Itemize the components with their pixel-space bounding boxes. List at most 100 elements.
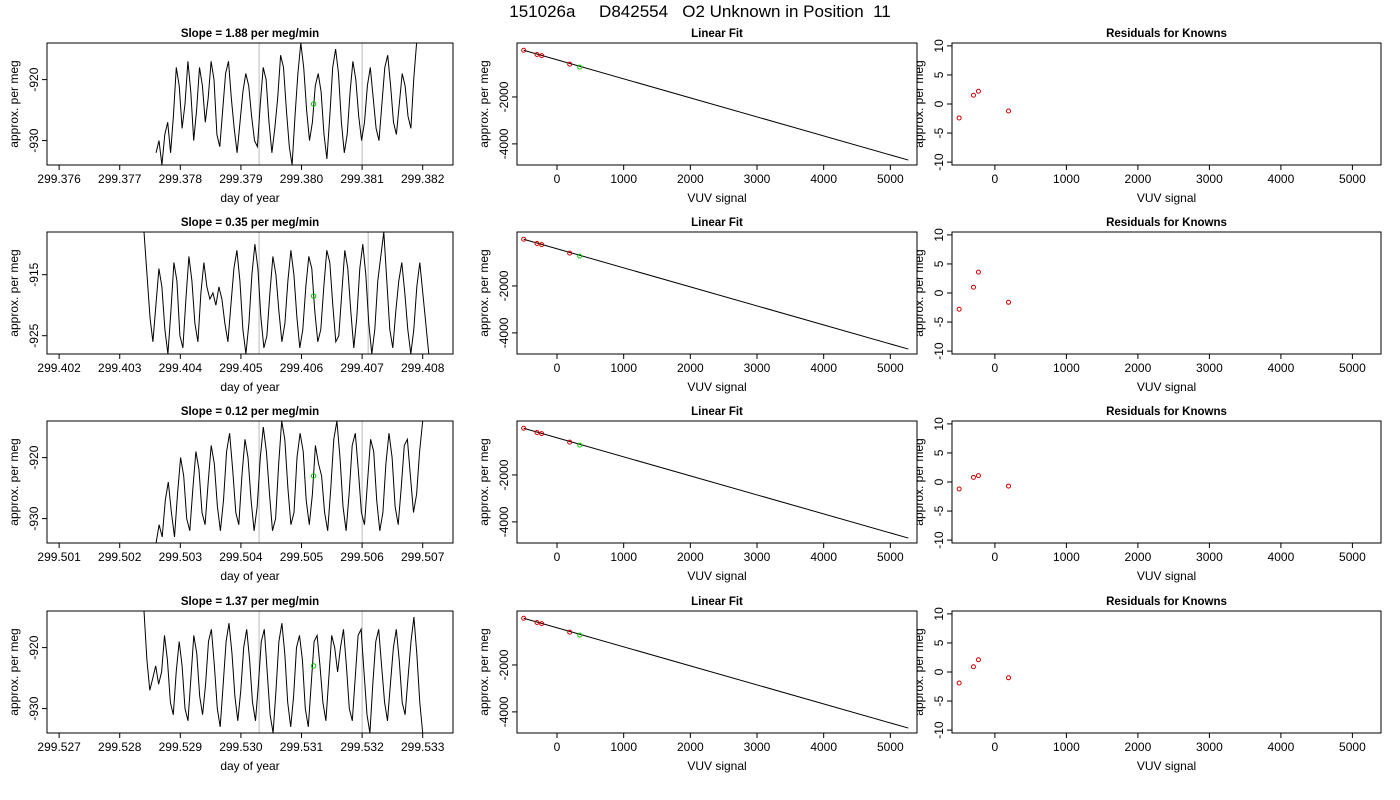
fit-r4-xtick-label: 5000 [877,740,904,754]
fit-r4-ytick-label: -2000 [497,649,511,680]
fit-r2-ytick-label: -2000 [497,270,511,301]
resid-r3-residual-point [975,473,981,479]
resid-r4-ytick-label: 5 [932,639,946,646]
fit-r2-known-point [521,236,527,242]
resid-r4-xtick-label: 1000 [1053,740,1080,754]
time-r2-ytick-label: -925 [27,323,41,347]
resid-r3-ytick-label: 10 [932,417,946,431]
resid-r4-residual-point [975,657,981,663]
resid-r1-residual-point [1005,108,1011,114]
time-r2-xtick-label: 299.404 [159,361,203,375]
time-r4-xtick-label: 299.530 [219,740,263,754]
time-r3-frame [46,420,454,544]
resid-r2-frame [951,231,1382,355]
fit-r3-xlabel: VUV signal [687,569,746,583]
time-r3-unknown-point [310,473,317,479]
fit-r1-frame [516,42,918,166]
resid-r4-ylabel: approx. per meg [912,628,926,715]
time-r2-frame [46,231,454,355]
time-r1-xtick-label: 299.380 [280,172,324,186]
time-r2-xtick-label: 299.403 [98,361,142,375]
resid-r4-xtick-label: 5000 [1339,740,1366,754]
fit-r3-xtick-label: 5000 [877,550,904,564]
fit-r4-known-point [534,619,540,625]
resid-r4-xtick-label: 4000 [1268,740,1295,754]
resid-r1-residual-point [975,88,981,94]
resid-r4-title: Residuals for Knowns [1106,596,1227,608]
time-r2-xtick-label: 299.408 [401,361,445,375]
time-r1-frame [46,42,454,166]
fit-r3-unknown-point [577,442,583,448]
time-r3-xtick-label: 299.505 [280,550,324,564]
time-r1-xtick-label: 299.379 [219,172,263,186]
resid-r2-ylabel: approx. per meg [912,249,926,336]
fit-r2-ylabel: approx. per meg [477,249,491,336]
resid-r2-xtick-label: 5000 [1339,361,1366,375]
fit-r3-known-point [539,431,545,437]
fit-r1-xtick-label: 2000 [677,172,704,186]
time-r3-ytick-label: -930 [27,506,41,530]
resid-r2-xtick-label: 4000 [1268,361,1295,375]
resid-r1-xlabel: VUV signal [1137,191,1196,205]
fit-r4-unknown-point [577,632,583,638]
resid-r2-xtick-label: 3000 [1196,361,1223,375]
time-r3-xtick-label: 299.501 [37,550,81,564]
fit-r1-xtick-label: 0 [554,172,561,186]
resid-r4-xtick-label: 0 [992,740,999,754]
time-r4-xtick-label: 299.532 [340,740,384,754]
fit-r4-xtick-label: 1000 [610,740,637,754]
fit-r3-title: Linear Fit [691,406,743,418]
time-r3-xtick-label: 299.503 [159,550,203,564]
resid-r2-residual-point [1005,299,1011,305]
fit-r1-ytick-label: -2000 [497,81,511,112]
fit-r2-unknown-point [577,253,583,259]
resid-r3-title: Residuals for Knowns [1106,406,1227,418]
fit-r4-xlabel: VUV signal [687,759,746,773]
fit-r2-xtick-label: 1000 [610,361,637,375]
time-r1-xlabel: day of year [220,191,279,205]
time-r4-title: Slope = 1.37 per meg/min [181,596,319,608]
time-r2-xlabel: day of year [220,380,279,394]
resid-r4-frame [951,610,1382,734]
resid-r1-xtick-label: 1000 [1053,172,1080,186]
fit-r3-ylabel: approx. per meg [477,438,491,525]
resid-r4-ytick-label: -5 [932,695,946,706]
time-r2-xtick-label: 299.407 [340,361,384,375]
resid-r2-residual-point [956,306,962,312]
resid-r1-frame [951,42,1382,166]
resid-r1-xtick-label: 5000 [1339,172,1366,186]
resid-r2-residual-point [975,269,981,275]
resid-r3-ytick-label: -5 [932,505,946,516]
time-r3-xtick-label: 299.502 [98,550,142,564]
resid-r3-xtick-label: 0 [992,550,999,564]
resid-r2-ytick-label: -10 [932,342,946,360]
time-r4-xtick-label: 299.529 [159,740,203,754]
time-r1-unknown-point [310,101,317,107]
time-r4-ytick-label: -920 [27,635,41,659]
resid-r3-residual-point [956,486,962,492]
resid-r1-residual-point [956,115,962,121]
fit-r2-fit-line [523,238,909,350]
resid-r1-ytick-label: 10 [932,39,946,53]
time-r1-xtick-label: 299.376 [37,172,81,186]
fit-r3-xtick-label: 1000 [610,550,637,564]
resid-r3-ylabel: approx. per meg [912,438,926,525]
fit-r4-xtick-label: 0 [554,740,561,754]
resid-r3-xtick-label: 1000 [1053,550,1080,564]
fit-r2-known-point [534,240,540,246]
resid-r2-xtick-label: 2000 [1125,361,1152,375]
resid-r3-xtick-label: 4000 [1268,550,1295,564]
resid-r4-ytick-label: -10 [932,721,946,739]
fit-r4-frame [516,610,918,734]
fit-r4-known-point [567,629,573,635]
fit-r3-known-point [521,425,527,431]
fit-r3-xtick-label: 4000 [810,550,837,564]
fit-r1-fit-line [523,49,909,161]
fit-r1-xtick-label: 5000 [877,172,904,186]
time-r1-xtick-label: 299.381 [340,172,384,186]
time-r1-trace-line [155,43,418,165]
time-r2-xtick-label: 299.406 [280,361,324,375]
time-r2-xtick-label: 299.405 [219,361,263,375]
time-r4-xtick-label: 299.527 [37,740,81,754]
fit-r1-ytick-label: -4000 [497,128,511,159]
